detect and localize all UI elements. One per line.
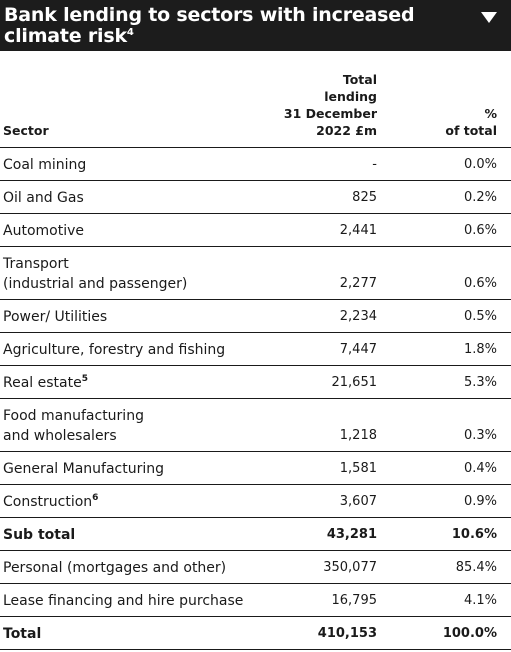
- pct-cell: 0.3%: [463, 427, 497, 443]
- lending-cell: 350,077: [323, 559, 377, 575]
- lending-cell: 825: [352, 189, 377, 205]
- sector-cell: General Manufacturing: [3, 460, 164, 477]
- table-row: Real estate5 21,651 5.3%: [0, 365, 511, 398]
- lending-cell: 21,651: [331, 374, 378, 390]
- sector-cell: Construction6: [3, 492, 99, 510]
- col-header-sector: Sector: [3, 122, 49, 138]
- lending-cell: 2,441: [339, 222, 377, 238]
- lending-cell: 16,795: [331, 592, 378, 608]
- sector-cell: Food manufacturing and wholesalers: [3, 407, 144, 444]
- sector-cell: Lease financing and hire purchase: [3, 592, 244, 609]
- title-footnote: 4: [126, 27, 134, 38]
- table-row: Automotive 2,441 0.6%: [0, 213, 511, 246]
- table-header-bar: Bank lending to sectors with increased c…: [0, 0, 511, 51]
- sector-cell: Personal (mortgages and other): [3, 559, 227, 576]
- table-row: Personal (mortgages and other) 350,077 8…: [0, 550, 511, 583]
- subtotal-row: Sub total 43,281 10.6%: [0, 517, 511, 550]
- col-header-total-lending: Total lending 31 December 2022 £m: [283, 71, 377, 138]
- table-row: Coal mining - 0.0%: [0, 147, 511, 180]
- sector-cell: Oil and Gas: [3, 189, 84, 206]
- pct-cell: 85.4%: [455, 559, 497, 575]
- footnote-marker: 5: [81, 373, 88, 384]
- sector-cell: Transport (industrial and passenger): [3, 255, 188, 292]
- table-row: General Manufacturing 1,581 0.4%: [0, 451, 511, 484]
- lending-cell: 2,234: [339, 308, 377, 324]
- lending-cell: 7,447: [339, 341, 377, 357]
- table-head-row: Sector Total lending 31 December 2022 £m…: [0, 51, 511, 147]
- lending-table: Sector Total lending 31 December 2022 £m…: [0, 51, 511, 650]
- lending-cell: -: [372, 156, 377, 172]
- pct-cell: 0.6%: [463, 275, 497, 291]
- table-row: Construction6 3,607 0.9%: [0, 484, 511, 517]
- lending-cell: 43,281: [326, 526, 377, 542]
- sector-cell: Sub total: [3, 526, 76, 543]
- table-row: Lease financing and hire purchase 16,795…: [0, 583, 511, 616]
- lending-cell: 1,218: [339, 427, 377, 443]
- table-row: Oil and Gas 825 0.2%: [0, 180, 511, 213]
- page-title: Bank lending to sectors with increased c…: [4, 4, 415, 47]
- pct-cell: 0.6%: [463, 222, 497, 238]
- table-row: Power/ Utilities 2,234 0.5%: [0, 299, 511, 332]
- table-row: Food manufacturing and wholesalers 1,218…: [0, 398, 511, 451]
- sector-cell: Agriculture, forestry and fishing: [3, 341, 226, 358]
- total-row: Total 410,153 100.0%: [0, 616, 511, 649]
- sector-cell: Automotive: [3, 222, 84, 239]
- pct-cell: 0.5%: [463, 308, 497, 324]
- pct-cell: 5.3%: [463, 374, 497, 390]
- pct-cell: 4.1%: [463, 592, 497, 608]
- pct-cell: 0.9%: [463, 493, 497, 509]
- pct-cell: 100.0%: [442, 625, 497, 641]
- chevron-down-icon[interactable]: [481, 12, 497, 23]
- col-header-pct-total: % of total: [445, 105, 497, 138]
- pct-cell: 0.4%: [463, 460, 497, 476]
- lending-cell: 2,277: [339, 275, 377, 291]
- pct-cell: 1.8%: [463, 341, 497, 357]
- table-row: Agriculture, forestry and fishing 7,447 …: [0, 332, 511, 365]
- lending-cell: 1,581: [339, 460, 377, 476]
- pct-cell: 10.6%: [451, 526, 497, 542]
- table-row: Transport (industrial and passenger) 2,2…: [0, 246, 511, 299]
- pct-cell: 0.2%: [463, 189, 497, 205]
- footnote-marker: 6: [92, 492, 99, 503]
- lending-cell: 3,607: [339, 493, 377, 509]
- pct-cell: 0.0%: [463, 156, 497, 172]
- sector-cell: Total: [3, 625, 42, 642]
- sector-cell: Coal mining: [3, 156, 87, 173]
- sector-cell: Real estate5: [3, 373, 88, 391]
- lending-cell: 410,153: [317, 625, 377, 641]
- sector-cell: Power/ Utilities: [3, 308, 108, 325]
